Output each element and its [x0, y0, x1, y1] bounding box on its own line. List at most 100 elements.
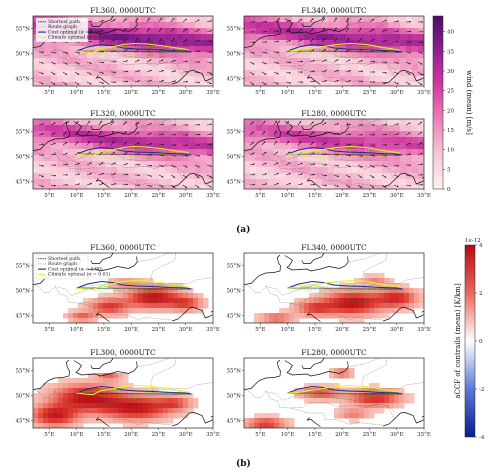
wind-panel-2-field-cell	[376, 64, 383, 71]
wind-panel-4-field-cell	[292, 155, 299, 162]
wind-panel-3-field-cell	[183, 173, 190, 180]
wind-panel-4-field-cell	[352, 185, 359, 192]
accf-panel-3-field-cell	[98, 413, 104, 419]
accf-panel-2-field-cell	[344, 288, 350, 294]
accf-panel-2-field-cell	[329, 308, 335, 314]
wind-panel-3-field-cell	[171, 173, 178, 180]
accf-panel-3-field-cell	[33, 398, 39, 404]
accf-panel-1-field-cell	[83, 308, 89, 314]
wind-panel-2-field-cell	[328, 64, 335, 71]
accf-panel-4-lon-tick-label: 25°E	[363, 432, 377, 438]
accf-panel-1-field-cell	[78, 313, 84, 319]
accf-panel-3-field-cell	[43, 403, 49, 409]
wind-panel-1-field-cell	[171, 34, 178, 41]
wind-panel-4-field-cell	[280, 167, 287, 174]
wind-panel-4-field-cell	[322, 125, 329, 132]
accf-panel-3-lon-tick-label: 10°E	[70, 432, 84, 438]
wind-panel-4-field-cell	[364, 125, 371, 132]
accf-panel-3-field-cell	[163, 403, 169, 409]
wind-panel-3-field-cell	[105, 161, 112, 168]
accf-panel-3-field-cell	[68, 388, 74, 394]
wind-panel-3-field-cell	[33, 161, 40, 168]
figure-label-b: (b)	[236, 458, 251, 469]
accf-panel-4-field-cell	[364, 398, 370, 404]
wind-panel-4-field-cell	[244, 155, 251, 162]
accf-panel-4-field-cell	[354, 413, 360, 419]
accf-panel-3-field-cell	[43, 418, 49, 424]
accf-panel-3-lon-tick-label: 15°E	[97, 432, 111, 438]
accf-panel-2-field-cell	[394, 308, 400, 314]
wind-panel-4-field-cell	[250, 125, 257, 132]
accf-panel-2-field-cell	[349, 313, 355, 319]
wind-panel-2-field-cell	[346, 34, 353, 41]
wind-panel-1-field-cell	[81, 52, 88, 59]
wind-panel-4-field-cell	[292, 179, 299, 186]
accf-panel-2-field-cell	[369, 308, 375, 314]
wind-panel-2-field-cell	[280, 46, 287, 53]
wind-panel-1-field-cell	[177, 52, 184, 59]
accf-panel-3-field-cell	[138, 398, 144, 404]
accf-panel-3-field-cell	[113, 398, 119, 404]
wind-panel-3-field-cell	[171, 143, 178, 150]
wind-panel-1-field-cell	[105, 28, 112, 35]
accf-panel-2-field-cell	[359, 303, 365, 309]
wind-panel-2-field-cell	[370, 22, 377, 29]
wind-panel-4-field-cell	[400, 185, 407, 192]
wind-panel-1-field-cell	[75, 76, 82, 83]
wind-panel-4-field-cell	[400, 167, 407, 174]
wind-panel-4-field-cell	[298, 137, 305, 144]
wind-panel-1-field-cell	[117, 34, 124, 41]
wind-panel-3-field-cell	[75, 155, 82, 162]
wind-panel-4-field-cell	[298, 119, 305, 126]
wind-panel-2-field-cell	[376, 52, 383, 59]
wind-panel-3-field-cell	[57, 185, 64, 192]
wind-panel-2-field-cell	[280, 40, 287, 47]
wind-colorbar-tick-label: 40	[447, 30, 454, 36]
wind-panel-3-field-cell	[201, 155, 208, 162]
wind-panel-1-field-cell	[129, 76, 136, 83]
wind-panel-2-field-cell	[310, 64, 317, 71]
wind-panel-2-field-cell	[412, 64, 419, 71]
accf-panel-3-field-cell	[133, 408, 139, 414]
accf-panel-3-field-cell	[53, 398, 59, 404]
wind-panel-3-field-cell	[51, 167, 58, 174]
accf-panel-2-field-cell	[344, 303, 350, 309]
accf-panel-2-field-cell	[269, 313, 275, 319]
accf-panel-3-field-cell	[108, 408, 114, 414]
wind-panel-3-field-cell	[99, 167, 106, 174]
accf-panel-3-field-cell	[103, 373, 109, 379]
wind-panel-4-field-cell	[298, 131, 305, 138]
accf-panel-1-field-cell	[98, 308, 104, 314]
wind-panel-3-field-cell	[165, 161, 172, 168]
accf-panel-3-field-cell	[118, 408, 124, 414]
wind-panel-4-field-cell	[328, 161, 335, 168]
legend-label-2: Cost optimal (α = 1.00)	[48, 28, 103, 35]
wind-panel-2-field-cell	[412, 40, 419, 47]
wind-panel-2-field-cell	[292, 16, 299, 23]
wind-panel-1-field-cell	[39, 52, 46, 59]
wind-panel-2-field-cell	[382, 22, 389, 29]
accf-colorbar-label: aCCF of contrails (mean) [K/km]	[454, 283, 462, 399]
wind-panel-2-field-cell	[388, 58, 395, 65]
wind-panel-1-field-cell	[129, 22, 136, 29]
accf-panel-1-field-cell	[148, 303, 154, 309]
wind-panel-1-field-cell	[147, 16, 154, 23]
wind-panel-3-field-cell	[201, 143, 208, 150]
wind-panel-1-field-cell	[189, 22, 196, 29]
wind-panel-4-field-cell	[244, 131, 251, 138]
wind-panel-2-field-cell	[304, 34, 311, 41]
accf-panel-1-lon-tick-label: 15°E	[97, 327, 111, 333]
wind-panel-3-field-cell	[183, 125, 190, 132]
accf-panel-4-field-cell	[289, 418, 295, 424]
wind-panel-1-field-cell	[189, 76, 196, 83]
accf-panel-3-field-cell	[143, 398, 149, 404]
wind-panel-1-field-cell	[99, 64, 106, 71]
accf-panel-3-lon-tick-label: 30°E	[179, 432, 193, 438]
wind-panel-1-field-cell	[147, 34, 154, 41]
accf-panel-3-field-cell	[183, 413, 189, 419]
wind-panel-3-field-cell	[105, 125, 112, 132]
legend-label-0: Shortest path	[48, 19, 80, 25]
wind-panel-3-field-cell	[201, 149, 208, 156]
wind-panel-2-field-cell	[340, 52, 347, 59]
accf-panel-3-field-cell	[158, 418, 164, 424]
